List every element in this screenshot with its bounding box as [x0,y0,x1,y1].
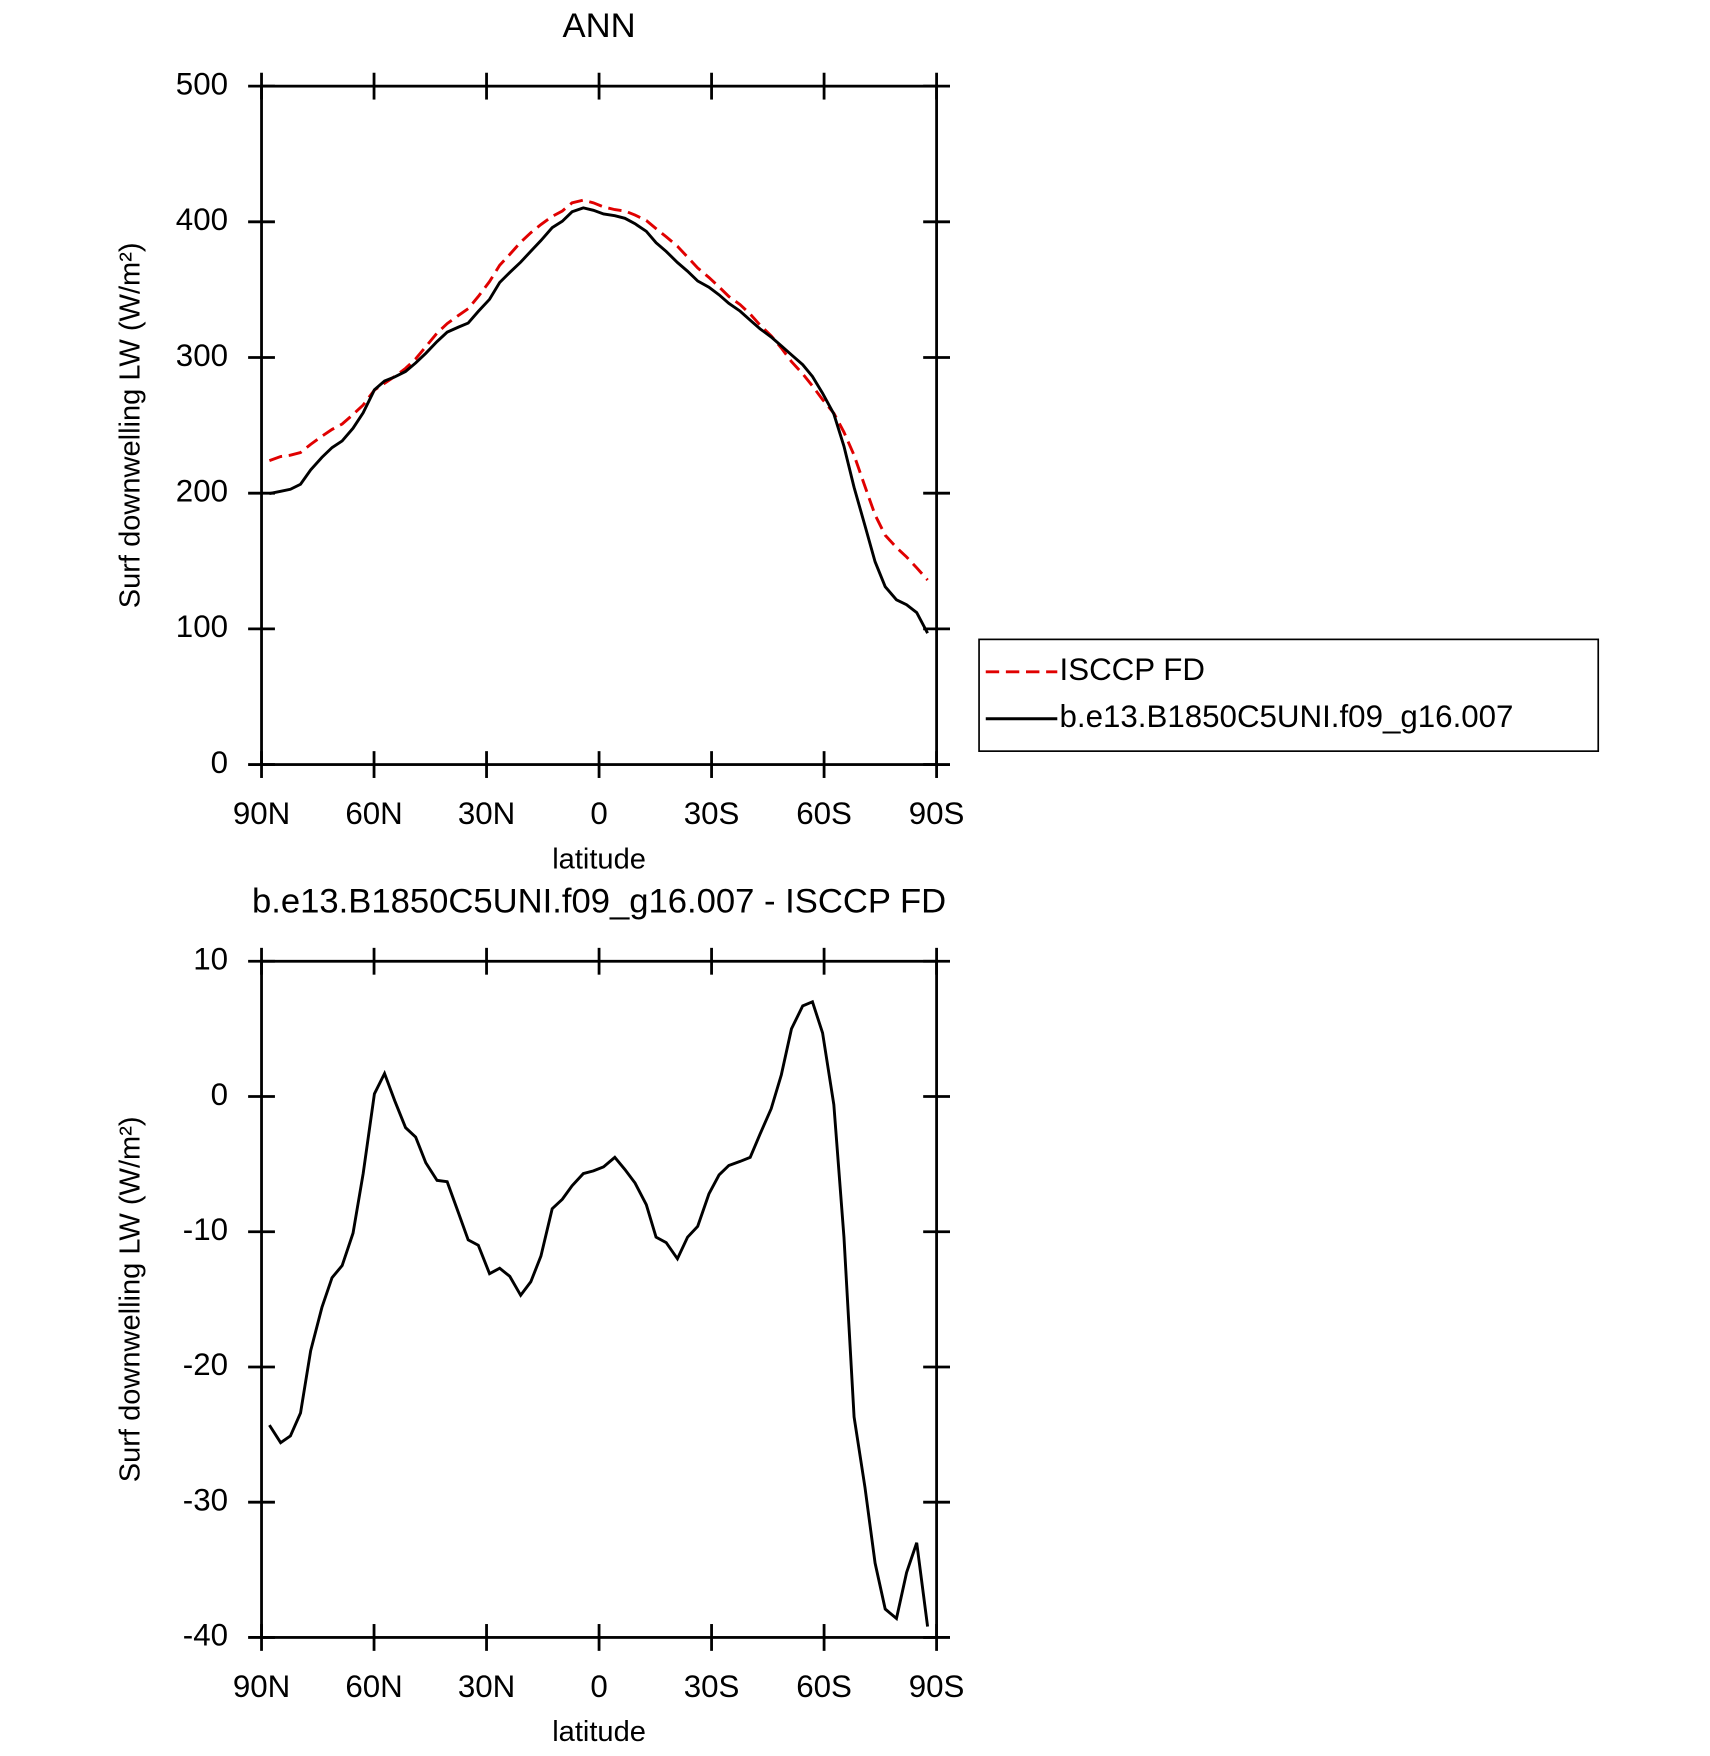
y-tick-label: -30 [183,1482,228,1517]
y-tick-label: 10 [193,942,228,977]
y-tick-label: 100 [176,609,228,644]
x-tick-label: 60N [345,796,402,831]
x-axis-label: latitude [552,843,646,875]
y-tick-label: -20 [183,1347,228,1382]
x-tick-label: 0 [590,1669,607,1704]
x-tick-label: 30N [458,796,515,831]
chart-title: ANN [563,7,636,45]
y-tick-label: -40 [183,1618,228,1653]
x-tick-label: 90N [233,1669,290,1704]
y-tick-label: 0 [211,1077,228,1112]
x-tick-label: 60N [345,1669,402,1704]
y-axis-label: Surf downwelling LW (W/m²) [115,1116,147,1482]
x-tick-label: 30N [458,1669,515,1704]
legend-label: ISCCP FD [1060,652,1205,687]
chart-title: b.e13.B1850C5UNI.f09_g16.007 - ISCCP FD [252,882,946,920]
y-tick-label: 500 [176,66,228,101]
data-line [268,999,930,1627]
data-line [269,206,929,634]
x-tick-label: 90S [909,796,965,831]
x-tick-label: 0 [590,796,607,831]
y-axis-label: Surf downwelling LW (W/m²) [115,242,147,608]
y-tick-label: 400 [176,202,228,237]
x-tick-label: 60S [796,1669,852,1704]
x-axis-label: latitude [552,1716,646,1748]
y-tick-label: -10 [183,1212,228,1247]
plot-frame [260,84,938,766]
legend-label: b.e13.B1850C5UNI.f09_g16.007 [1060,699,1514,734]
x-tick-label: 90S [909,1669,965,1704]
plot-frame [260,959,938,1639]
x-tick-label: 60S [796,796,852,831]
y-tick-label: 0 [211,745,228,780]
x-tick-label: 30S [684,796,740,831]
data-line [268,198,929,582]
y-tick-label: 300 [176,338,228,373]
legend-box [978,638,1600,752]
x-tick-label: 90N [233,796,290,831]
x-tick-label: 30S [684,1669,740,1704]
y-tick-label: 200 [176,473,228,508]
